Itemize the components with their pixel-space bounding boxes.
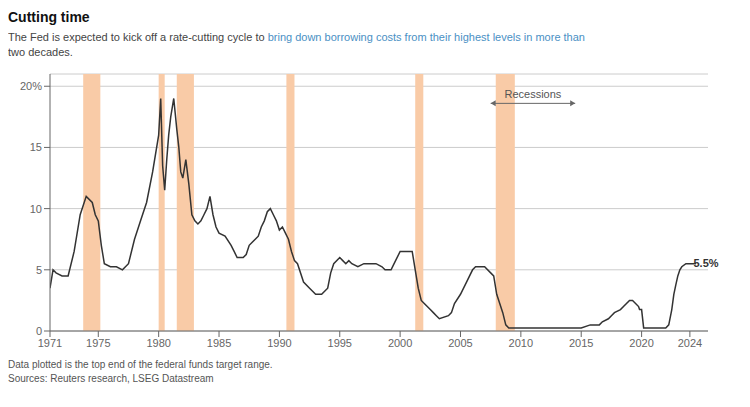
html-text:The Fed is expected to kick of: The Fed is expected to kick off a rate-c… <box>8 31 585 43</box>
svg-text:10: 10 <box>30 203 42 215</box>
svg-text:Recessions: Recessions <box>505 88 562 100</box>
svg-text:1971: 1971 <box>38 337 62 349</box>
svg-text:1990: 1990 <box>267 337 291 349</box>
svg-text:1995: 1995 <box>328 337 352 349</box>
svg-text:2000: 2000 <box>388 337 412 349</box>
html-text:Cutting time: Cutting time <box>8 9 90 25</box>
svg-text:2020: 2020 <box>629 337 653 349</box>
svg-text:1975: 1975 <box>86 337 110 349</box>
svg-text:5: 5 <box>36 264 42 276</box>
svg-text:2015: 2015 <box>569 337 593 349</box>
html-text:Data plotted is the top end of: Data plotted is the top end of the feder… <box>8 359 273 370</box>
svg-text:5.5%: 5.5% <box>694 257 719 269</box>
svg-text:2005: 2005 <box>448 337 472 349</box>
svg-text:1985: 1985 <box>207 337 231 349</box>
svg-text:1980: 1980 <box>146 337 170 349</box>
svg-text:20%: 20% <box>20 80 42 92</box>
html-text:Sources: Reuters research, LSE: Sources: Reuters research, LSEG Datastre… <box>8 373 214 384</box>
svg-text:2010: 2010 <box>509 337 533 349</box>
svg-text:2024: 2024 <box>678 337 702 349</box>
html-text:two decades.: two decades. <box>8 46 73 58</box>
svg-text:15: 15 <box>30 141 42 153</box>
svg-text:0: 0 <box>36 325 42 337</box>
